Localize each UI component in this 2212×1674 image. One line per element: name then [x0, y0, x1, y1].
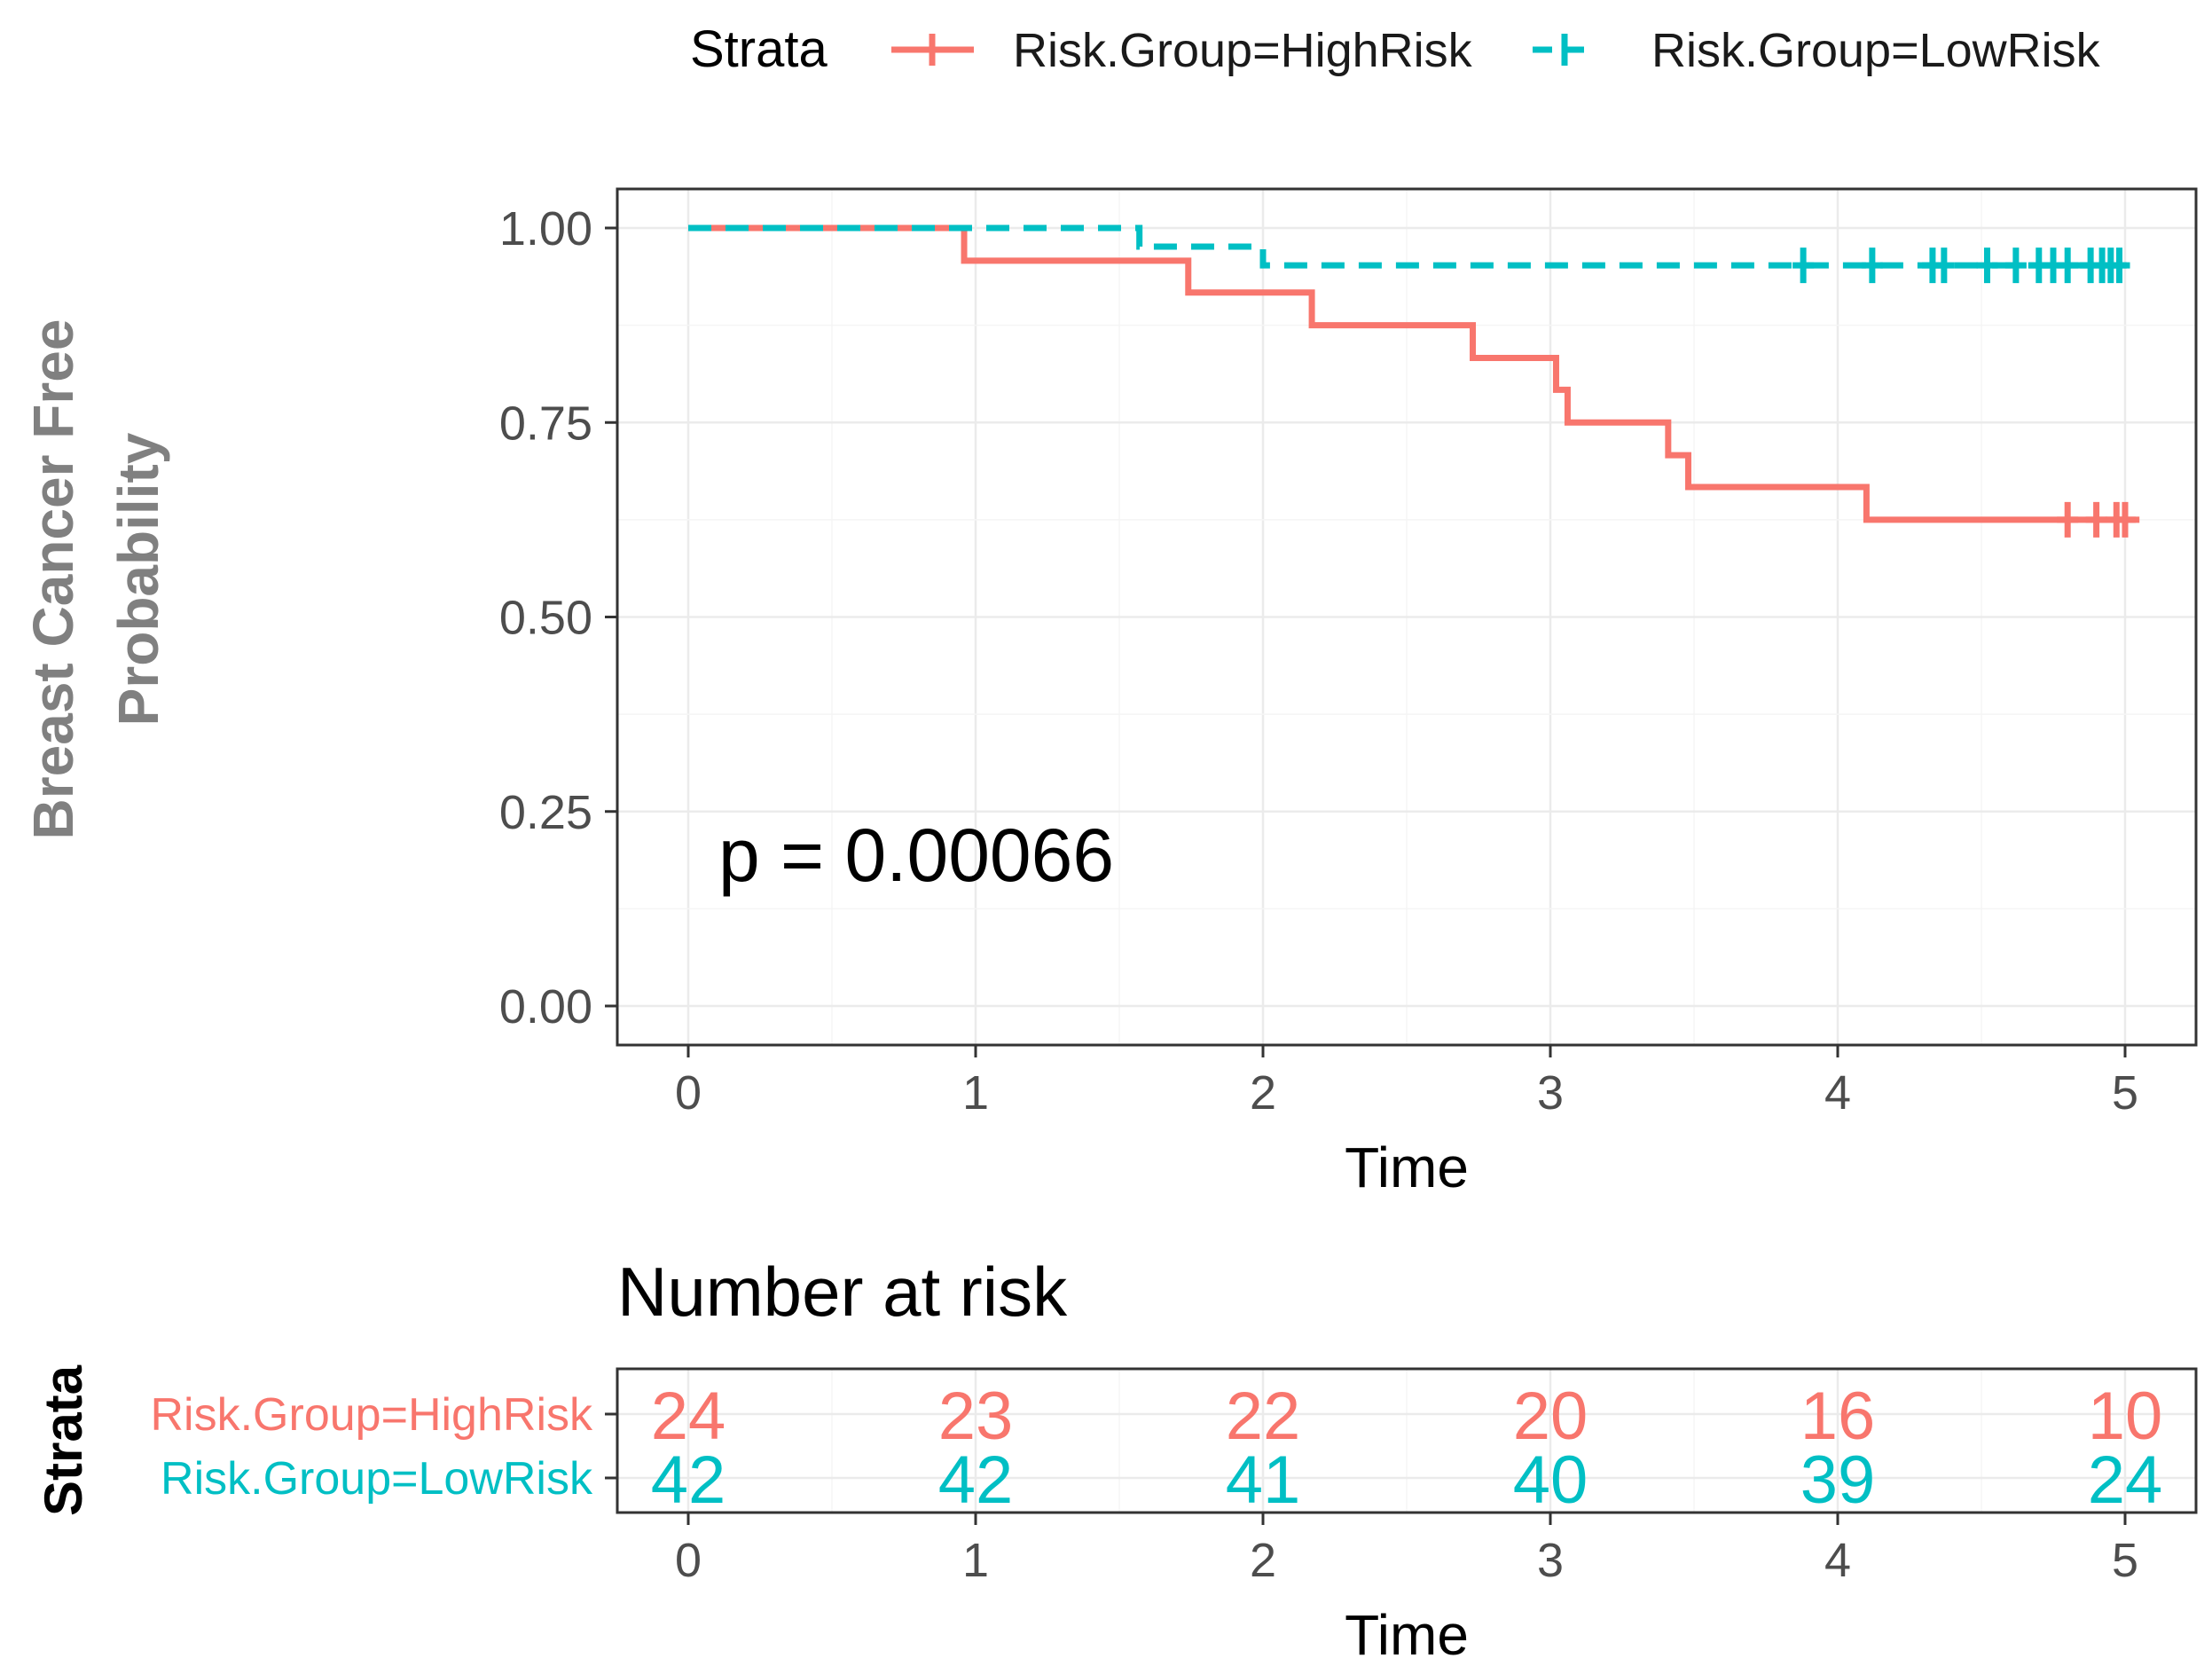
km-x-tick-label: 4	[1824, 1066, 1851, 1120]
risk-count: 16	[1800, 1379, 1876, 1454]
risk-count: 39	[1800, 1442, 1876, 1518]
km-grid	[617, 189, 2196, 1045]
risk-count: 23	[938, 1379, 1014, 1454]
km-series	[688, 224, 2140, 538]
km-curve-highrisk	[688, 224, 2140, 523]
legend-label-lowrisk: Risk.Group=LowRisk	[1651, 24, 2101, 77]
risk-rows: Risk.Group=HighRisk 24 23 22 20 16 10 Risk.Grou…	[151, 1379, 2163, 1518]
risk-x-tick-label: 1	[962, 1534, 989, 1587]
risk-panel-border	[616, 1367, 2198, 1514]
km-curve-lowrisk	[688, 224, 2140, 269]
km-y-tick-label: 0.00	[499, 980, 592, 1033]
legend-label-highrisk: Risk.Group=HighRisk	[1013, 24, 1473, 77]
risk-count: 10	[2088, 1379, 2163, 1454]
legend-title: Strata	[690, 20, 828, 78]
y-axis-title-line-2: Probability	[106, 432, 170, 726]
km-x-tick-label: 0	[675, 1066, 702, 1120]
risk-count: 42	[651, 1442, 726, 1518]
risk-y-axis-title: Strata	[34, 1364, 93, 1516]
risk-x-axis: 0 1 2 3 4 5	[675, 1513, 2138, 1587]
km-x-axis: 0 1 2 3 4 5	[675, 1045, 2138, 1120]
risk-row-label: Risk.Group=LowRisk	[161, 1453, 593, 1505]
legend: Strata Risk.Group=HighRisk Risk.Group=Lo…	[690, 20, 2101, 78]
km-x-tick-label: 3	[1537, 1066, 1564, 1120]
risk-table-title: Number at risk	[617, 1253, 1068, 1331]
risk-x-tick-label: 3	[1537, 1534, 1564, 1587]
km-y-tick-label: 0.25	[499, 786, 592, 839]
risk-count: 22	[1226, 1379, 1301, 1454]
legend-key-highrisk	[891, 34, 974, 66]
km-x-tick-label: 5	[2112, 1066, 2138, 1120]
risk-table-panel: Number at risk Risk.Group=HighRisk 24 23 22…	[34, 1253, 2198, 1667]
risk-x-tick-label: 4	[1824, 1534, 1851, 1587]
risk-count: 42	[938, 1442, 1014, 1518]
km-y-tick-label: 1.00	[499, 202, 592, 255]
legend-key-lowrisk	[1533, 34, 1596, 66]
km-y-tick-label: 0.75	[499, 397, 592, 450]
risk-grid	[617, 1369, 2196, 1513]
risk-count: 41	[1226, 1442, 1301, 1518]
risk-x-tick-label: 2	[1250, 1534, 1276, 1587]
risk-x-tick-label: 5	[2112, 1534, 2138, 1587]
risk-count: 24	[2088, 1442, 2163, 1518]
km-y-tick-label: 0.50	[499, 592, 592, 645]
km-x-tick-label: 1	[962, 1066, 989, 1120]
risk-count: 20	[1513, 1379, 1588, 1454]
risk-x-axis-title: Time	[1345, 1603, 1469, 1667]
km-x-tick-label: 2	[1250, 1066, 1276, 1120]
km-y-axis: 0.00 0.25 0.50 0.75 1.00	[499, 202, 617, 1033]
risk-x-tick-label: 0	[675, 1534, 702, 1587]
risk-count: 40	[1513, 1442, 1588, 1518]
y-axis-title-line-1: Breast Cancer Free	[21, 319, 85, 840]
risk-count: 24	[651, 1379, 726, 1454]
risk-row-label: Risk.Group=HighRisk	[151, 1389, 593, 1441]
p-value-annotation: p = 0.00066	[718, 813, 1114, 897]
km-x-axis-title: Time	[1345, 1136, 1469, 1199]
